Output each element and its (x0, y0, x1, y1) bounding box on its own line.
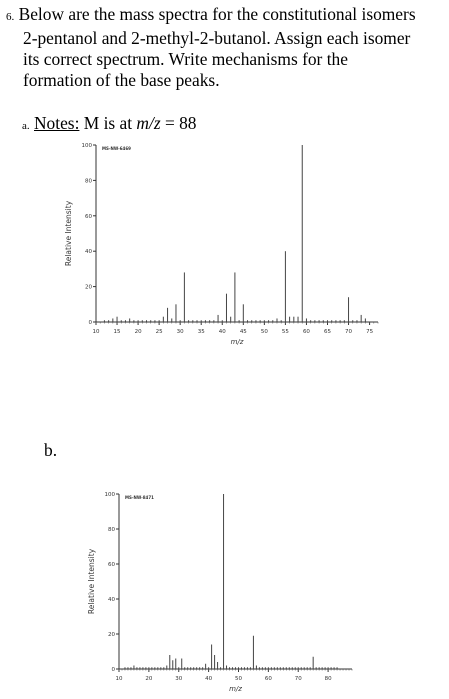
note-text-pre: M is at (79, 113, 137, 133)
spectrum-a-xtick-label: 55 (282, 329, 289, 335)
spectrum-a-xtick-label: 60 (303, 329, 310, 335)
spectrum-a-ytick-label: 80 (85, 178, 92, 184)
note-text-post: = 88 (160, 113, 197, 133)
spectrum-b-xtick-label: 80 (325, 676, 332, 682)
spectrum-a-x-axis-label: m/z (231, 338, 244, 346)
spectrum-b-x-axis-label: m/z (229, 685, 242, 693)
spectrum-b-ytick-label: 100 (105, 492, 116, 498)
spectrum-b-xtick-label: 10 (116, 676, 123, 682)
part-a-marker: a. (22, 120, 30, 132)
spectrum-a-ytick-label: 60 (85, 214, 92, 220)
spectrum-a-y-axis-label: Relative Intensity (64, 200, 73, 266)
question-line-3: its correct spectrum. Write mechanisms f… (23, 49, 348, 69)
question-number: 6. (6, 11, 15, 23)
spectrum-b-y-axis-label: Relative Intensity (87, 548, 96, 614)
question-line-1-text: Below are the mass spectra for the const… (18, 4, 416, 24)
spectrum-b-ytick-label: 40 (108, 597, 115, 603)
spectrum-b-ytick-label: 80 (108, 527, 115, 533)
spectrum-a-xtick-label: 50 (261, 329, 268, 335)
note-mz: m/z (136, 113, 161, 133)
spectrum-b-xtick-label: 50 (235, 676, 242, 682)
spectrum-b-xtick-label: 20 (145, 676, 152, 682)
spectrum-a-xtick-label: 75 (366, 329, 373, 335)
spectrum-a-ytick-label: 0 (89, 320, 93, 326)
spectrum-a-xtick-label: 10 (93, 329, 100, 335)
spectrum-a-xtick-label: 70 (345, 329, 352, 335)
spectrum-b-xtick-label: 30 (175, 676, 182, 682)
spectrum-b-ytick-label: 20 (108, 632, 115, 638)
part-b-heading: b. (44, 440, 58, 460)
spectrum-a-ytick-label: 20 (85, 285, 92, 291)
spectrum-b-xtick-label: 70 (295, 676, 302, 682)
spectrum-a-xtick-label: 25 (156, 329, 163, 335)
part-a-heading: a. Notes: M is at m/z = 88 (22, 113, 197, 134)
spectrum-a-xtick-label: 30 (177, 329, 184, 335)
spectrum-a-xtick-label: 15 (114, 329, 121, 335)
spectrum-a-source-label: MS-NW-6469 (102, 146, 131, 151)
question-text: 6. Below are the mass spectra for the co… (6, 4, 446, 91)
spectrum-a-ytick-label: 100 (82, 143, 93, 149)
spectrum-b-ytick-label: 0 (112, 667, 116, 673)
spectrum-a-xtick-label: 35 (198, 329, 205, 335)
spectrum-a-xtick-label: 20 (135, 329, 142, 335)
question-line-4: formation of the base peaks. (23, 70, 220, 90)
spectrum-a-xtick-label: 40 (219, 329, 226, 335)
notes-label: Notes: (34, 113, 80, 133)
question-line-2: 2-pentanol and 2-methyl-2-butanol. Assig… (23, 28, 411, 48)
spectrum-b-ytick-label: 60 (108, 562, 115, 568)
spectrum-b-source-label: MS-NW-8471 (125, 495, 154, 500)
spectrum-a-xtick-label: 65 (324, 329, 331, 335)
spectrum-b-xtick-label: 40 (205, 676, 212, 682)
question-line-1: 6. Below are the mass spectra for the co… (6, 4, 446, 28)
spectrum-a-ytick-label: 40 (85, 249, 92, 255)
spectrum-a-xtick-label: 45 (240, 329, 247, 335)
spectrum-b-xtick-label: 60 (265, 676, 272, 682)
